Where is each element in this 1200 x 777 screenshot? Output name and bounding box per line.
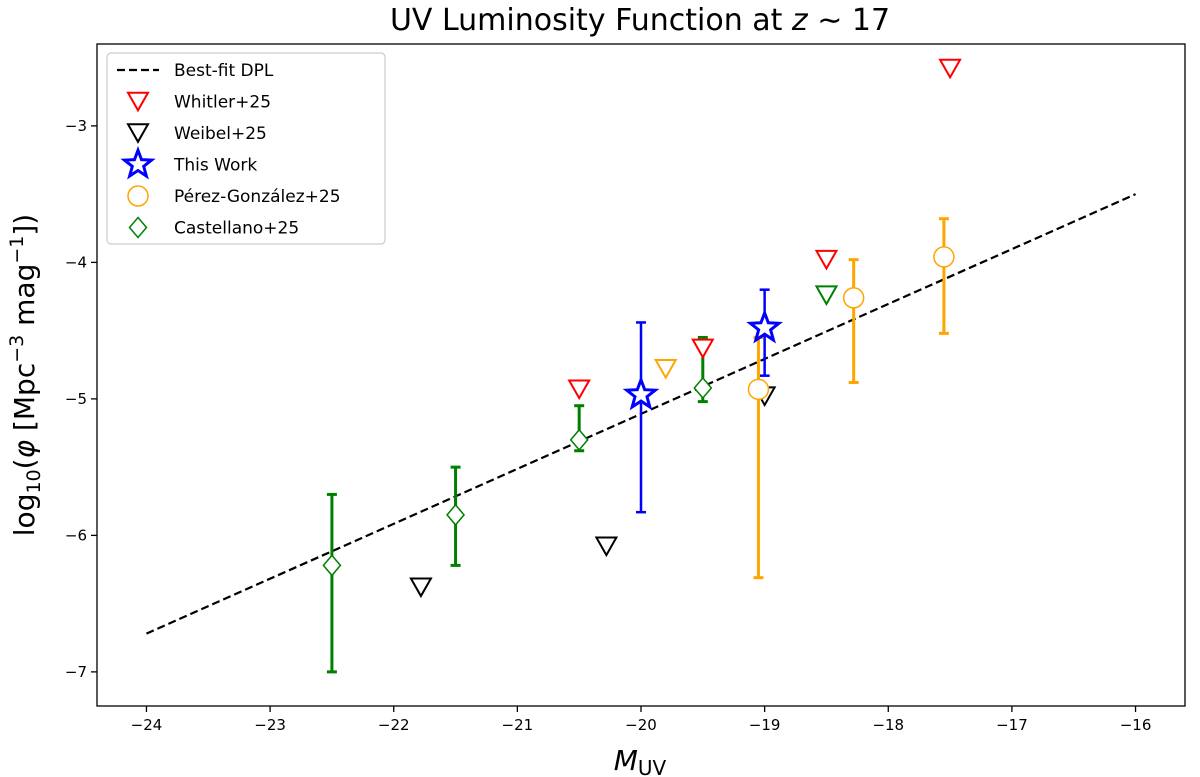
x-tick-label: −23 <box>254 716 286 734</box>
legend-weibel-25-symbol <box>126 123 150 144</box>
chart-title: UV Luminosity Function at z ∼ 17 <box>390 3 890 38</box>
x-tick-label: −24 <box>131 716 163 734</box>
legend-this-work-symbol <box>120 145 156 180</box>
legend-weibel-25-label: Weibel+25 <box>174 124 267 144</box>
y-axis-label: log10(φ [Mpc−3 mag−1]) <box>6 214 45 536</box>
x-tick-label: −16 <box>1120 716 1152 734</box>
x-axis-label: MUV <box>614 744 667 777</box>
weibel-25-point <box>594 536 619 558</box>
whitler-25-point <box>814 249 839 271</box>
whitler-25-point <box>938 58 962 80</box>
weibel-25-point <box>409 577 433 599</box>
castellano-25-point <box>693 376 713 400</box>
legend-whitler-25-label: Whitler+25 <box>174 93 271 113</box>
x-tick-label: −19 <box>749 716 781 734</box>
perez-gonzalez-25-point <box>747 378 770 401</box>
x-tick-label: −18 <box>872 716 904 734</box>
this-work-point <box>746 308 783 344</box>
x-axis: −24 −23 −22 −21 −20 −19 −18 −17 −16 <box>131 706 1152 734</box>
perez-gonzalez-25-point <box>842 287 865 309</box>
x-tick-label: −22 <box>378 716 410 734</box>
x-tick-label: −17 <box>996 716 1028 734</box>
legend-castellano-25-symbol <box>128 216 148 239</box>
legend-best-fit-dpl-label: Best-fit DPL <box>174 61 274 81</box>
perez-gonzalez-25-point <box>933 246 955 268</box>
whitler-25-point <box>691 338 715 360</box>
y-tick-label: −4 <box>65 253 87 271</box>
legend-perez-gonzalez-25-symbol <box>127 185 149 207</box>
x-tick-label: −20 <box>625 716 657 734</box>
legend-whitler-25-symbol <box>126 91 150 113</box>
legend: Best-fit DPL Whitler+25 Weibel+25 This Work… <box>106 52 386 245</box>
y-tick-label: −3 <box>65 117 87 135</box>
castellano-25-point <box>569 428 589 451</box>
legend-perez-gonzalez-25-label: Pérez-González+25 <box>174 187 341 207</box>
legend-this-work-label: This Work <box>173 156 257 176</box>
castellano-25-point <box>446 503 466 527</box>
y-axis: −7 −6 −5 −4 −3 <box>65 117 97 681</box>
y-tick-label: −5 <box>65 390 87 408</box>
whitler-25-point <box>567 379 591 401</box>
castellano-25-limit-point <box>814 285 839 306</box>
x-tick-label: −21 <box>502 716 534 734</box>
y-tick-label: −6 <box>65 526 87 544</box>
marker-layer <box>322 58 962 599</box>
y-tick-label: −7 <box>65 663 87 681</box>
legend-box <box>106 52 386 245</box>
castellano-25-point <box>322 554 342 577</box>
legend-castellano-25-label: Castellano+25 <box>174 219 299 239</box>
this-work-point <box>622 375 660 411</box>
perez-gonzalez-25-limit-point <box>654 359 678 380</box>
